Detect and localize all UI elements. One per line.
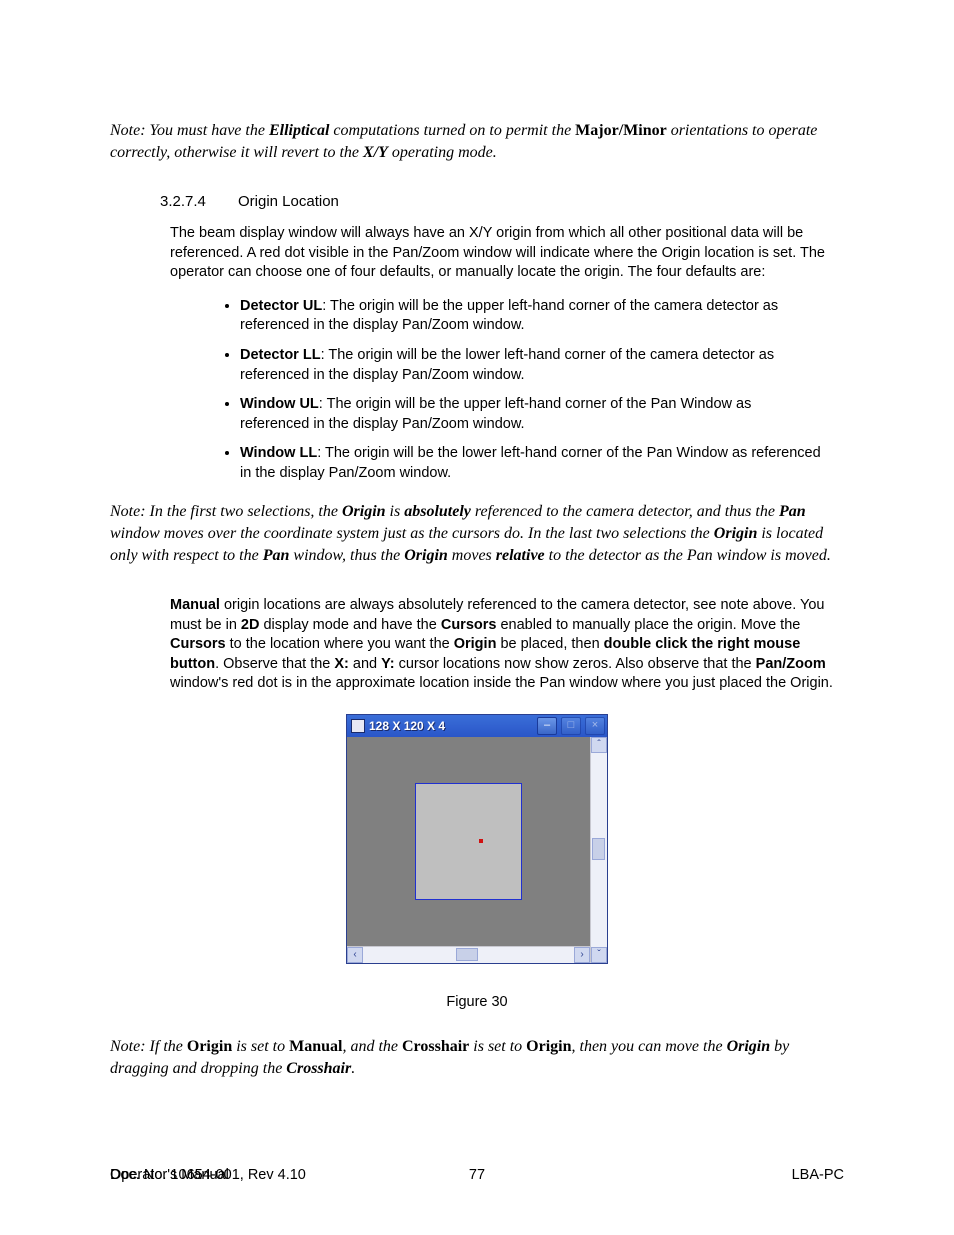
note-elliptical: Note: You must have the Elliptical compu… [110,120,844,163]
list-item: Detector UL: The origin will be the uppe… [240,297,824,336]
window-body: ‹ › ˆ ˇ [347,737,607,963]
window-title: 128 X 120 X 4 [369,719,533,733]
hscroll-thumb[interactable] [456,948,478,961]
window-icon [351,719,365,733]
footer-left: Operator's Manual [110,1167,229,1183]
list-item: Window LL: The origin will be the lower … [240,444,824,483]
horizontal-scrollbar[interactable]: ‹ › [347,946,590,963]
pan-window-rect [415,783,522,900]
note-origin-reference: Note: In the first two selections, the O… [110,501,844,566]
list-item: Window UL: The origin will be the upper … [240,395,824,434]
close-button[interactable]: × [585,717,605,735]
panzoom-window: 128 X 120 X 4 – □ × ‹ › [346,714,608,964]
origin-dot [479,839,483,843]
vscroll-thumb[interactable] [592,838,605,860]
figure-30: 128 X 120 X 4 – □ × ‹ › [346,714,608,1010]
page: Note: You must have the Elliptical compu… [0,0,954,1235]
section-heading: 3.2.7.4Origin Location [160,193,844,210]
hscroll-track[interactable] [363,947,574,963]
panzoom-canvas[interactable] [347,737,590,946]
intro-paragraph: The beam display window will always have… [170,224,834,283]
section-title: Origin Location [238,193,339,210]
scroll-down-icon[interactable]: ˇ [591,947,607,963]
minimize-button[interactable]: – [537,717,557,735]
vertical-scrollbar[interactable]: ˆ ˇ [590,737,607,963]
note-crosshair: Note: If the Origin is set to Manual, an… [110,1036,844,1079]
list-item: Detector LL: The origin will be the lowe… [240,346,824,385]
section-number: 3.2.7.4 [160,193,238,210]
vscroll-track[interactable] [591,753,607,947]
figure-caption: Figure 30 [346,994,608,1010]
manual-origin-paragraph: Manual origin locations are always absol… [170,596,834,694]
origin-defaults-list: Detector UL: The origin will be the uppe… [220,297,824,484]
scroll-right-icon[interactable]: › [574,947,590,963]
scroll-up-icon[interactable]: ˆ [591,737,607,753]
titlebar[interactable]: 128 X 120 X 4 – □ × [347,715,607,737]
footer-right: LBA-PC [792,1167,844,1183]
maximize-button[interactable]: □ [561,717,581,735]
scroll-left-icon[interactable]: ‹ [347,947,363,963]
